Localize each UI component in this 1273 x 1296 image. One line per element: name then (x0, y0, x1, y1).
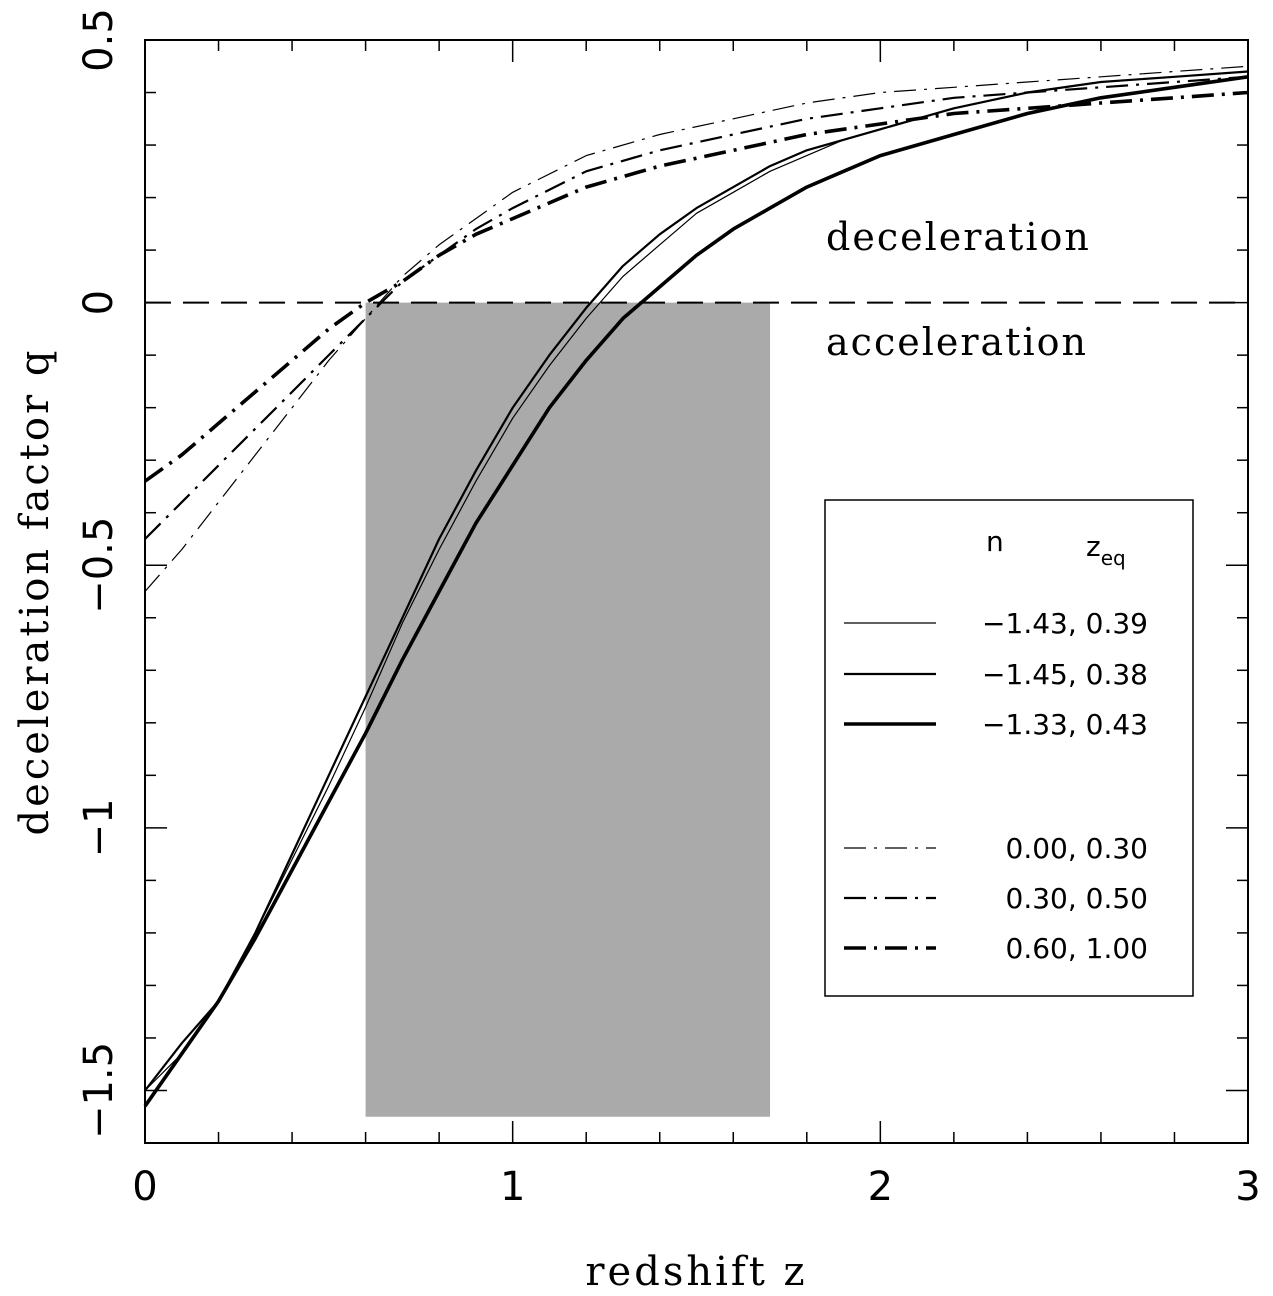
tick-label-layer: 0 1 2 3 0.5 0 −0.5 −1 −1.5 (76, 8, 1261, 1210)
legend: n zeq −1.43, 0.39 −1.45, 0.38 −1.33, 0.43 0… (824, 499, 1194, 997)
x-tick-label: 1 (500, 1164, 525, 1210)
series-line (144, 65, 1249, 592)
ticks-layer (144, 39, 1249, 1144)
legend-header-z: zeq (1086, 530, 1126, 570)
series-line (144, 70, 1249, 1092)
shaded-region-layer (365, 302, 771, 1117)
y-tick-label: −0.5 (76, 517, 122, 614)
acceleration-label: acceleration (826, 320, 1088, 364)
x-axis-title: redshift z (585, 1249, 807, 1295)
x-tick-label: 0 (132, 1164, 157, 1210)
legend-header-z-main: z (1086, 530, 1101, 563)
y-tick-label: 0.5 (76, 8, 122, 72)
series-line (144, 75, 1249, 540)
legend-label: 0.00, 0.30 (1006, 832, 1149, 865)
legend-label: −1.33, 0.43 (982, 708, 1148, 741)
legend-header-z-sub: eq (1101, 546, 1126, 570)
plot-frame (144, 39, 1249, 1144)
legend-entries: −1.43, 0.39 −1.45, 0.38 −1.33, 0.43 0.00, 0… (844, 607, 1148, 965)
y-axis-title: deceleration factor q (12, 348, 58, 836)
annotation-layer: deceleration acceleration (826, 215, 1091, 364)
x-tick-label: 3 (1235, 1164, 1260, 1210)
legend-label: 0.30, 0.50 (1006, 882, 1149, 915)
legend-label: −1.45, 0.38 (982, 658, 1148, 691)
series-layer (143, 65, 1249, 1108)
legend-header-n: n (986, 525, 1004, 558)
x-tick-label: 2 (868, 1164, 893, 1210)
legend-label: 0.60, 1.00 (1006, 932, 1149, 965)
legend-label: −1.43, 0.39 (982, 607, 1148, 640)
series-line (143, 75, 1249, 1108)
series-line (143, 90, 1249, 483)
y-tick-label: −1 (76, 798, 122, 857)
legend-box (824, 499, 1194, 997)
y-tick-label: 0 (76, 290, 122, 315)
shaded-region (365, 302, 771, 1117)
deceleration-label: deceleration (826, 215, 1091, 259)
y-tick-label: −1.5 (76, 1042, 122, 1139)
